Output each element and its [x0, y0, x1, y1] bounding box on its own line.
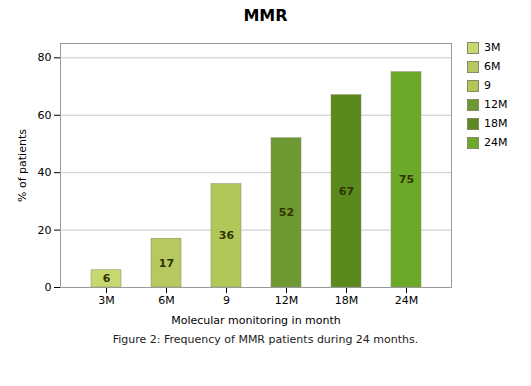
html-text:Figure 2: Frequency of MMR pat: Figure 2: Frequency of MMR patients duri…	[112, 333, 419, 346]
svg-text:6: 6	[103, 272, 111, 285]
svg-text:67: 67	[339, 185, 354, 198]
html-text:12M: 12M	[484, 98, 508, 111]
svg-text:Molecular monitoring in month: Molecular monitoring in month	[171, 314, 341, 327]
svg-text:52: 52	[279, 206, 294, 219]
html-text:3M: 3M	[484, 41, 501, 54]
svg-text:80: 80	[38, 51, 52, 64]
svg-text:60: 60	[38, 109, 52, 122]
html-text:MMR: MMR	[243, 6, 288, 25]
svg-text:3M: 3M	[98, 294, 115, 307]
svg-text:24M: 24M	[395, 294, 419, 307]
svg-text:75: 75	[399, 173, 414, 186]
svg-text:% of patients: % of patients	[16, 129, 29, 202]
svg-text:17: 17	[159, 257, 174, 270]
svg-text:0: 0	[45, 281, 52, 294]
svg-text:18M: 18M	[335, 294, 359, 307]
html-text:18M: 18M	[484, 117, 508, 130]
svg-text:9: 9	[223, 294, 230, 307]
svg-text:40: 40	[38, 166, 52, 179]
svg-text:36: 36	[219, 229, 235, 242]
html-text:6M: 6M	[484, 60, 501, 73]
html-text:24M: 24M	[484, 136, 508, 149]
svg-text:12M: 12M	[275, 294, 299, 307]
svg-text:6M: 6M	[158, 294, 175, 307]
html-text:9: 9	[484, 79, 491, 92]
svg-text:20: 20	[38, 224, 52, 237]
